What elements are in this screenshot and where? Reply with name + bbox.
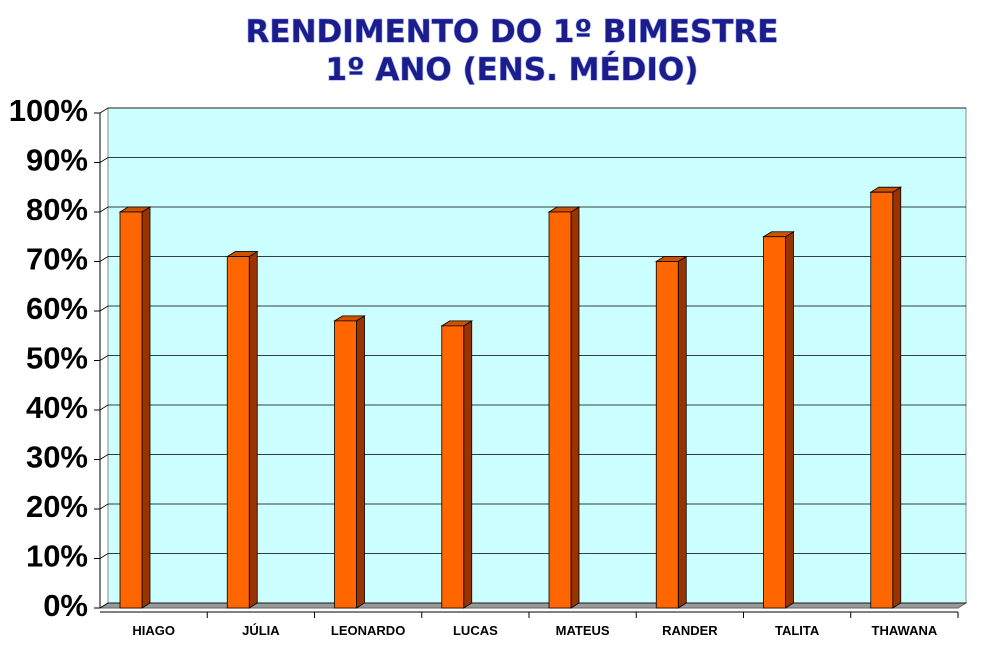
bar-face xyxy=(141,206,151,609)
bar-face xyxy=(870,191,894,609)
y-tick-label: 10% xyxy=(26,539,88,574)
y-tick-label: 50% xyxy=(26,341,88,376)
bar-face xyxy=(570,206,580,609)
x-tick-label: LEONARDO xyxy=(331,623,405,638)
grid-line xyxy=(99,206,966,213)
bar-face xyxy=(226,256,250,609)
bar xyxy=(440,320,474,609)
y-tick-label: 0% xyxy=(43,588,88,623)
y-tick-label: 20% xyxy=(26,489,88,524)
bar xyxy=(654,255,688,609)
y-tick-label: 100% xyxy=(9,93,88,128)
bar-face xyxy=(356,315,365,609)
bar-face xyxy=(463,320,473,609)
bar xyxy=(118,206,152,609)
x-tick-label: RANDER xyxy=(662,623,718,638)
bar-face xyxy=(785,231,794,609)
x-tick-label: JÚLIA xyxy=(242,623,280,638)
bar-face xyxy=(248,250,258,609)
y-tick-label: 60% xyxy=(26,291,88,326)
bar xyxy=(333,315,366,609)
bar xyxy=(762,231,795,609)
y-tick-label: 30% xyxy=(26,440,88,475)
bar xyxy=(225,250,259,609)
x-tick-label: TALITA xyxy=(775,623,820,638)
chart-title: RENDIMENTO DO 1º BIMESTRE xyxy=(246,14,779,50)
y-tick-label: 80% xyxy=(26,192,88,227)
y-tick-label: 70% xyxy=(26,242,88,277)
bar-face xyxy=(655,261,679,609)
chart-title: 1º ANO (ENS. MÉDIO) xyxy=(326,52,699,88)
grid-line xyxy=(99,157,966,163)
bar-face xyxy=(892,186,902,609)
bar-face xyxy=(119,211,143,609)
x-tick-label: MATEUS xyxy=(556,623,610,638)
x-tick-label: THAWANA xyxy=(872,623,938,638)
bar xyxy=(869,186,903,609)
bar xyxy=(547,206,581,609)
bar-face xyxy=(548,211,572,609)
y-tick-label: 40% xyxy=(26,390,88,425)
x-tick-label: HIAGO xyxy=(132,623,175,638)
bar-face xyxy=(441,325,465,609)
bar-face xyxy=(677,255,687,609)
x-tick-label: LUCAS xyxy=(453,623,498,638)
bar-face xyxy=(334,320,357,609)
y-tick-label: 90% xyxy=(26,143,88,178)
bar-face xyxy=(763,236,786,609)
grid-line xyxy=(99,107,966,114)
